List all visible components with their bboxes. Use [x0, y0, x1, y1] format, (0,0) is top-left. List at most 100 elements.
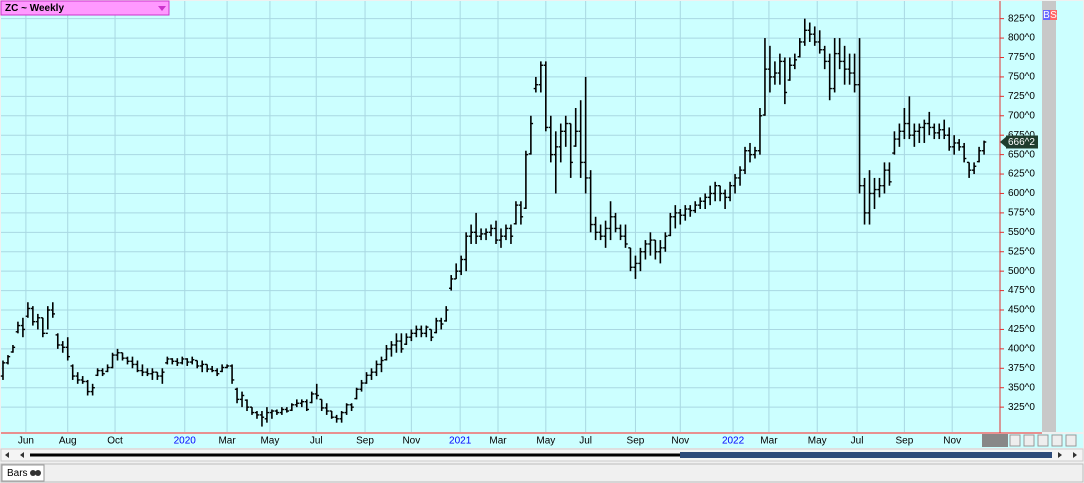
ohlc-bar [578, 100, 583, 178]
ohlc-bar [862, 177, 867, 225]
ohlc-bar [548, 115, 553, 163]
ohlc-bar [60, 341, 65, 353]
tab-label: Bars [7, 468, 28, 479]
ohlc-bar [359, 379, 364, 392]
nav-button[interactable] [1037, 434, 1049, 447]
ohlc-bar [349, 403, 354, 412]
tab-icon [35, 470, 41, 476]
ohlc-bar [558, 123, 563, 163]
ohlc-bar [593, 216, 598, 241]
ohlc-bar [523, 150, 529, 210]
y-tick-label: 675^0 [1008, 130, 1035, 141]
tab[interactable] [1, 464, 45, 482]
x-tick-label: Jul [579, 436, 592, 447]
ohlc-bar [663, 232, 668, 252]
ohlc-bar [628, 247, 633, 272]
ohlc-bar [65, 337, 70, 361]
ohlc-bar [872, 177, 877, 210]
ohlc-bar [807, 22, 812, 42]
y-tick-label: 625^0 [1008, 169, 1035, 180]
nav-button[interactable] [1065, 434, 1077, 447]
ohlc-bar [697, 197, 703, 210]
buy-icon[interactable] [1043, 10, 1050, 20]
nav-button[interactable] [1023, 434, 1035, 447]
ohlc-bar [528, 115, 534, 155]
ohlc-bar [643, 240, 648, 260]
scroll-end-box [982, 434, 1008, 447]
ohlc-bar [717, 184, 723, 202]
tab-bar [0, 463, 1084, 483]
ohlc-bar [334, 414, 339, 423]
ohlc-bar [912, 123, 917, 147]
ohlc-bar [847, 53, 852, 85]
ohlc-bar [712, 181, 718, 202]
ohlc-bar [822, 45, 827, 70]
ohlc-bar [314, 383, 319, 400]
ohlc-bar [722, 189, 728, 210]
y-tick-label: 775^0 [1008, 52, 1035, 63]
ohlc-bar [782, 57, 788, 105]
ohlc-bar [917, 123, 922, 143]
symbol-dropdown[interactable] [0, 0, 170, 16]
ohlc-bar [817, 30, 822, 54]
ohlc-bar [85, 379, 90, 396]
y-tick-label: 525^0 [1008, 246, 1035, 257]
x-tick-label: 2022 [722, 436, 745, 447]
ohlc-bar [239, 391, 245, 408]
ohlc-bar [762, 38, 768, 116]
ohlc-bar [956, 139, 962, 151]
scroll-right[interactable] [1058, 452, 1077, 458]
ohlc-bar [274, 409, 280, 415]
ohlc-bar [897, 123, 902, 147]
tab-icon [30, 470, 36, 476]
scroll-left[interactable] [5, 452, 24, 458]
ohlc-bar [180, 356, 185, 365]
x-tick-label: Sep [356, 436, 374, 447]
ohlc-bar [195, 359, 200, 369]
ohlc-bar [638, 247, 643, 272]
side-area [1056, 1, 1083, 432]
y-tick-label: 425^0 [1008, 324, 1035, 335]
ohlc-bar [887, 162, 892, 186]
sell-icon-label: S [1050, 10, 1057, 21]
ohlc-bar [429, 328, 434, 342]
ohlc-bar [289, 403, 295, 412]
ohlc-bar [747, 142, 753, 163]
ohlc-bar [394, 333, 399, 353]
x-tick-label: 2021 [449, 436, 472, 447]
ohlc-bar [40, 317, 46, 338]
last-price-label: 666^2 [1008, 137, 1035, 148]
ohlc-bar [444, 306, 449, 322]
x-tick-label: Mar [489, 436, 507, 447]
ohlc-bar [961, 142, 967, 163]
ohlc-bar [463, 232, 469, 272]
ohlc-bar [503, 224, 509, 241]
nav-button[interactable] [1009, 434, 1021, 447]
ohlc-bar [419, 325, 424, 338]
ohlc-bar [399, 333, 404, 353]
ohlc-bar [145, 368, 150, 377]
y-tick-label: 350^0 [1008, 382, 1035, 393]
symbol-title: ZC ~ Weekly [5, 3, 64, 14]
last-price-box [1006, 135, 1038, 149]
ohlc-bar [792, 53, 798, 70]
ohlc-bar [588, 170, 593, 233]
nav-button[interactable] [1051, 434, 1063, 447]
y-tick-label: 725^0 [1008, 91, 1035, 102]
scroll-thumb[interactable] [680, 452, 1052, 458]
ohlc-bar [902, 108, 907, 140]
ohlc-bar [135, 360, 140, 373]
ohlc-bar [757, 108, 763, 155]
ohlc-bar [966, 161, 972, 178]
ohlc-bar [140, 364, 145, 377]
last-price-pointer [1000, 135, 1007, 148]
ohlc-bar [224, 364, 230, 369]
ohlc-bar [648, 232, 653, 256]
ohlc-bar [354, 387, 359, 400]
ohlc-bar [707, 185, 713, 206]
sell-icon[interactable] [1050, 10, 1057, 20]
ohlc-bar [867, 170, 872, 225]
ohlc-bar [603, 220, 608, 248]
ohlc-bar [199, 360, 205, 373]
ohlc-bar [767, 45, 773, 93]
